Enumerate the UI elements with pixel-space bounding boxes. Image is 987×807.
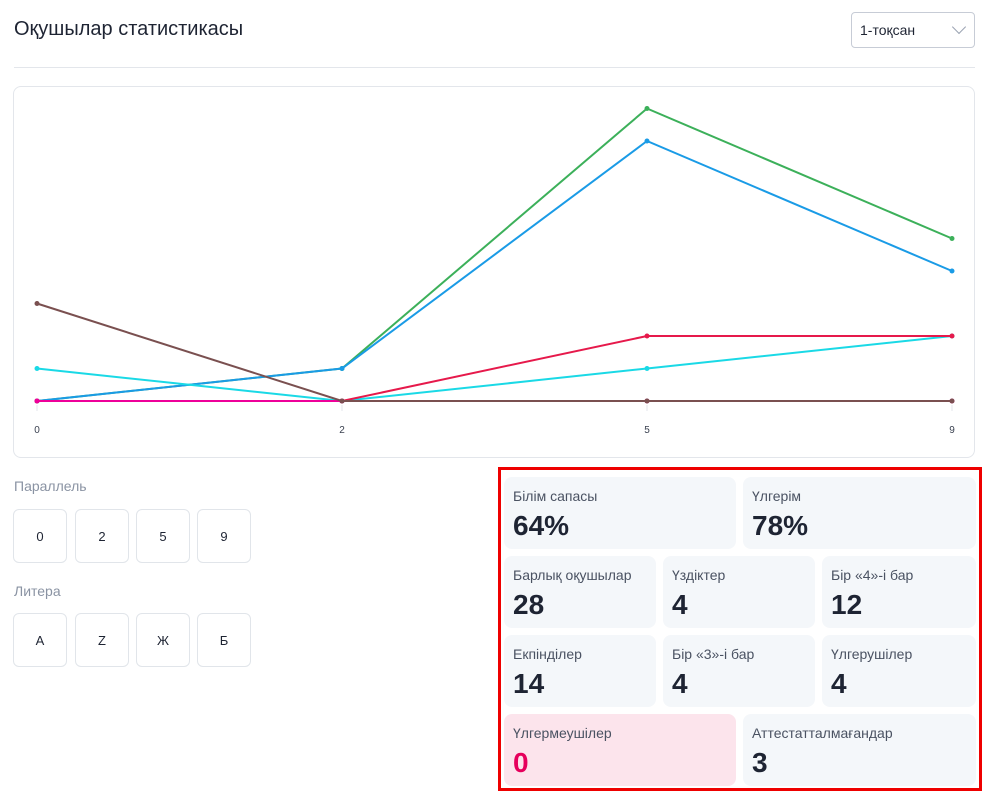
data-point-blue[interactable] xyxy=(339,366,345,371)
page-title: Оқушылар статистикасы xyxy=(14,18,244,40)
litera-button-a[interactable]: А xyxy=(13,613,67,667)
stat-card-failing: Үлгермеушілер 0 xyxy=(504,714,736,786)
stat-value: 3 xyxy=(752,747,768,778)
parallel-button-9[interactable]: 9 xyxy=(197,509,251,563)
data-point-cyan[interactable] xyxy=(644,366,650,371)
stat-label: Үлгермеушілер xyxy=(513,725,612,741)
stat-card-quality: Білім сапасы 64% xyxy=(504,477,736,549)
stat-card-one-four: Бір «4»-і бар 12 xyxy=(822,556,976,628)
parallel-button-2[interactable]: 2 xyxy=(75,509,129,563)
stat-card-one-three: Бір «3»-і бар 4 xyxy=(663,635,815,707)
series-line-red xyxy=(37,335,952,402)
stat-label: Үлгерушілер xyxy=(831,646,913,662)
litera-button-z[interactable]: Z xyxy=(75,613,129,667)
x-tick-label: 9 xyxy=(949,425,955,436)
data-point-brown[interactable] xyxy=(339,398,345,404)
data-point-brown[interactable] xyxy=(644,398,650,404)
data-point-green[interactable] xyxy=(949,236,955,241)
parallel-button-5[interactable]: 5 xyxy=(136,509,190,563)
data-point-blue[interactable] xyxy=(949,268,955,274)
stat-value: 4 xyxy=(672,589,688,620)
data-point-red[interactable] xyxy=(949,333,955,339)
stat-label: Бір «3»-і бар xyxy=(672,646,755,662)
x-tick-label: 0 xyxy=(34,425,40,436)
litera-label: Литера xyxy=(14,583,61,599)
series-line-brown xyxy=(36,302,952,402)
stat-label: Үлгерім xyxy=(752,488,802,504)
stat-label: Барлық оқушылар xyxy=(513,567,632,583)
stat-card-total: Барлық оқушылар 28 xyxy=(504,556,656,628)
line-chart: 0 2 5 9 xyxy=(13,86,975,458)
stat-card-not-certified: Аттестатталмағандар 3 xyxy=(743,714,976,786)
stat-card-passing: Үлгерушілер 4 xyxy=(822,635,976,707)
chevron-down-icon xyxy=(951,19,967,35)
series-line-cyan xyxy=(36,335,953,403)
stat-value: 64% xyxy=(513,510,570,541)
data-point-cyan[interactable] xyxy=(34,366,40,371)
stat-value: 4 xyxy=(672,668,688,699)
stat-card-good: Екпінділер 14 xyxy=(504,635,656,707)
stat-value: 0 xyxy=(513,747,529,778)
chart-svg: 0 2 5 9 xyxy=(34,106,955,436)
data-point-red[interactable] xyxy=(644,333,650,339)
stat-label: Аттестатталмағандар xyxy=(752,725,893,741)
x-tick-label: 2 xyxy=(339,425,345,436)
stat-value: 14 xyxy=(513,668,545,699)
stat-label: Білім сапасы xyxy=(513,488,598,504)
stat-card-progress: Үлгерім 78% xyxy=(743,477,976,549)
data-point-magenta[interactable] xyxy=(34,398,40,404)
divider xyxy=(14,67,975,68)
parallel-button-0[interactable]: 0 xyxy=(13,509,67,563)
data-point-green[interactable] xyxy=(644,106,650,111)
stat-label: Бір «4»-і бар xyxy=(831,567,914,583)
quarter-select-value: 1-тоқсан xyxy=(860,22,916,38)
stat-label: Үздіктер xyxy=(672,567,726,583)
quarter-select[interactable]: 1-тоқсан xyxy=(851,12,975,48)
litera-button-b[interactable]: Б xyxy=(197,613,251,667)
stat-value: 12 xyxy=(831,589,863,620)
data-point-brown[interactable] xyxy=(34,301,40,306)
stats-panel: Білім сапасы 64% Үлгерім 78% Барлық оқушыл… xyxy=(498,467,982,791)
stat-value: 4 xyxy=(831,668,847,699)
data-point-brown[interactable] xyxy=(949,398,955,404)
x-tick-label: 5 xyxy=(644,425,650,436)
stat-card-excellent: Үздіктер 4 xyxy=(663,556,815,628)
data-point-blue[interactable] xyxy=(644,138,650,144)
stat-value: 78% xyxy=(752,510,809,541)
stat-value: 28 xyxy=(513,589,545,620)
stat-label: Екпінділер xyxy=(513,646,582,662)
litera-button-zh[interactable]: Ж xyxy=(136,613,190,667)
parallel-label: Параллель xyxy=(14,478,87,494)
